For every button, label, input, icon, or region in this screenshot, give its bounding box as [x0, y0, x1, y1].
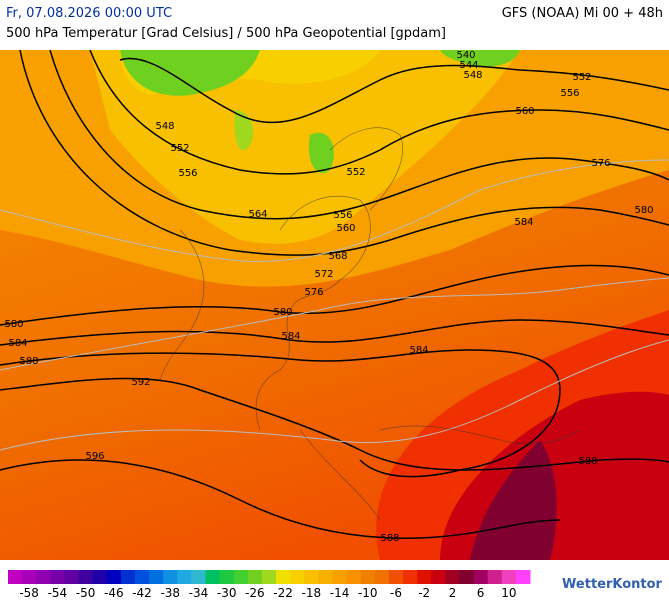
colorbar-swatch: [64, 570, 80, 584]
coastlines: [159, 127, 581, 521]
colorbar-swatch: [431, 570, 446, 584]
colorbar-label: -2: [418, 586, 430, 600]
colorbar-label: -42: [132, 586, 152, 600]
contour-label: 556: [560, 88, 579, 99]
contour-label: 580: [4, 319, 23, 330]
colorbar-swatch: [332, 570, 348, 584]
colorbar-label: -54: [48, 586, 68, 600]
colorbar-label: 6: [477, 586, 485, 600]
contour-label: 544: [459, 60, 478, 71]
contour-label: 548: [463, 70, 482, 81]
colorbar-swatch: [304, 570, 319, 584]
colorbar-label: 10: [501, 586, 516, 600]
contour-label: 564: [248, 209, 267, 220]
contour-label: 560: [515, 106, 534, 117]
colorbar-swatch: [388, 570, 404, 584]
colorbar-swatch: [134, 570, 150, 584]
subtitle: 500 hPa Temperatur [Grad Celsius] / 500 …: [6, 26, 447, 41]
contour-label: 552: [170, 143, 189, 154]
colorbar-swatch: [191, 570, 207, 584]
contour-label: 592: [131, 377, 150, 388]
colorbar-swatch: [36, 570, 51, 584]
colorbar-label: -10: [358, 586, 378, 600]
colorbar-swatch: [445, 570, 460, 584]
colorbar-swatch: [177, 570, 192, 584]
colorbar-swatch: [276, 570, 291, 584]
contour-label: 584: [281, 331, 300, 342]
colorbar-label: -18: [302, 586, 322, 600]
colorbar-label: -30: [217, 586, 237, 600]
contour-label: 580: [273, 307, 292, 318]
colorbar-swatch: [120, 570, 136, 584]
geopotential-contours: [0, 50, 669, 539]
contour-label: 540: [456, 50, 475, 61]
colorbar-swatch: [290, 570, 305, 584]
colorbar-label: -14: [330, 586, 350, 600]
colorbar-swatch: [261, 570, 277, 584]
contour-label: 584: [409, 345, 428, 356]
colorbar-label: -58: [19, 586, 39, 600]
colorbar-swatch: [92, 570, 108, 584]
colorbar-label: -22: [273, 586, 293, 600]
contour-label: 596: [85, 451, 104, 462]
colorbar-swatch: [473, 570, 489, 584]
contour-label: 560: [336, 223, 355, 234]
colorbar-swatch: [219, 570, 235, 584]
colorbar-label: -38: [160, 586, 180, 600]
contour-label: 588: [19, 356, 38, 367]
colorbar-swatch: [346, 570, 362, 584]
contour-label: 588: [380, 533, 399, 544]
colorbar-swatch: [515, 570, 531, 584]
cold-zone: [120, 50, 260, 96]
temp-zone: [90, 50, 520, 244]
contour-label: 580: [634, 205, 653, 216]
contour-label: 556: [178, 168, 197, 179]
colorbar-label: -50: [76, 586, 96, 600]
colorbar-swatch: [50, 570, 65, 584]
contour-label: 576: [591, 158, 610, 169]
colorbar-swatch: [487, 570, 503, 584]
colorbar-label: -6: [390, 586, 402, 600]
colorbar-label: -34: [189, 586, 209, 600]
contour-label: 584: [8, 338, 27, 349]
cold-zone: [234, 110, 254, 151]
colorbar-label: -46: [104, 586, 124, 600]
contour-label: 568: [328, 251, 347, 262]
colorbar-swatch: [78, 570, 94, 584]
model-info: GFS (NOAA) Mi 00 + 48h: [501, 6, 663, 21]
colorbar-swatch: [360, 570, 376, 584]
temperature-isolines: [0, 159, 669, 451]
logo: WetterKontor: [562, 577, 663, 592]
contour-label: 588: [578, 456, 597, 467]
contour-label: 584: [514, 217, 533, 228]
contour-label: 552: [346, 167, 365, 178]
run-time: Fr, 07.08.2026 00:00 UTC: [6, 6, 173, 21]
colorbar-swatch: [374, 570, 390, 584]
colorbar-swatch: [318, 570, 333, 584]
colorbar: -58 -54 -50 -46 -42 -38 -34 -30 -26 -22 -18 -14 -10-…: [8, 570, 663, 600]
colorbar-swatch: [247, 570, 263, 584]
colorbar-label: 2: [449, 586, 457, 600]
colorbar-swatch: [233, 570, 249, 584]
colorbar-swatch: [403, 570, 418, 584]
colorbar-swatch: [22, 570, 37, 584]
colorbar-swatch: [106, 570, 122, 584]
contour-label: 552: [572, 72, 591, 83]
cold-zone: [440, 50, 520, 67]
contour-label: 548: [155, 121, 174, 132]
contour-label: 576: [304, 287, 323, 298]
colorbar-swatch: [501, 570, 517, 584]
colorbar-swatch: [459, 570, 475, 584]
colorbar-swatch: [8, 570, 23, 584]
colorbar-swatch: [149, 570, 164, 584]
colorbar-swatch: [163, 570, 178, 584]
colorbar-label: -26: [245, 586, 265, 600]
contour-label: 572: [314, 269, 333, 280]
cold-zone: [308, 132, 334, 174]
contour-label: 556: [333, 210, 352, 221]
colorbar-swatch: [417, 570, 432, 584]
colorbar-swatch: [205, 570, 221, 584]
